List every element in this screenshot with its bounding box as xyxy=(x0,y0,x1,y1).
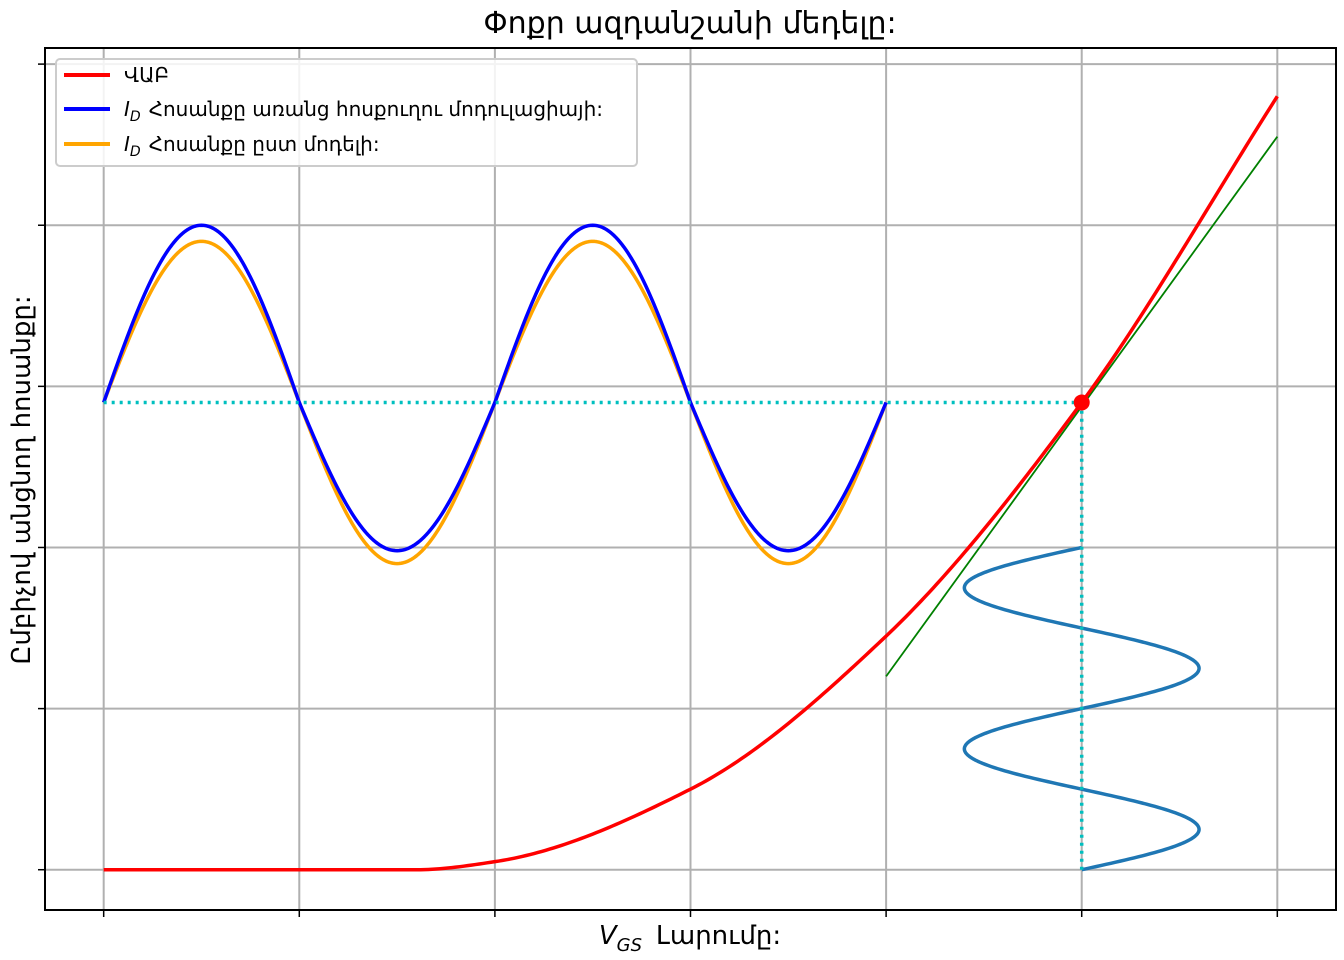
x-axis-label-symbol: V xyxy=(599,921,619,951)
operating-point-marker xyxy=(1073,394,1090,411)
plot-area xyxy=(102,95,1279,872)
legend-entry: ՎԱԲ xyxy=(64,63,169,87)
x-axis-label-text: Լարումը: xyxy=(656,921,781,951)
legend-symbol: I xyxy=(124,132,130,156)
x-axis-label: VGS Լարումը: xyxy=(599,921,781,956)
legend: ՎԱԲ ID Հոսանքը առանց հոսքուղու մոդուլացիա… xyxy=(55,58,638,167)
series-id-no-modulation xyxy=(102,223,888,553)
legend-subscript: D xyxy=(130,109,141,125)
legend-label-id-model: ID Հոսանքը ըստ մոդելի: xyxy=(124,132,380,160)
y-axis-label: Ըմբիչով անցնող հոսանքը: xyxy=(7,295,37,664)
chart-title: Փոքր ազդանշանի մեդելը: xyxy=(483,6,896,41)
legend-label-transfer-curve: ՎԱԲ xyxy=(124,63,169,87)
legend-subscript: D xyxy=(130,144,141,160)
legend-box xyxy=(55,58,638,167)
x-axis-label-subscript: GS xyxy=(617,935,642,956)
legend-text: Հոսանքը առանց հոսքուղու մոդուլացիայի: xyxy=(149,97,603,121)
legend-label-id-no-modulation: ID Հոսանքը առանց հոսքուղու մոդուլացիայի: xyxy=(124,97,603,125)
legend-symbol: I xyxy=(124,97,130,121)
legend-text: Հոսանքը ըստ մոդելի: xyxy=(149,132,380,156)
grid xyxy=(45,48,1336,910)
legend-entry: ID Հոսանքը առանց հոսքուղու մոդուլացիայի: xyxy=(64,97,603,125)
legend-entry: ID Հոսանքը ըստ մոդելի: xyxy=(64,132,380,160)
